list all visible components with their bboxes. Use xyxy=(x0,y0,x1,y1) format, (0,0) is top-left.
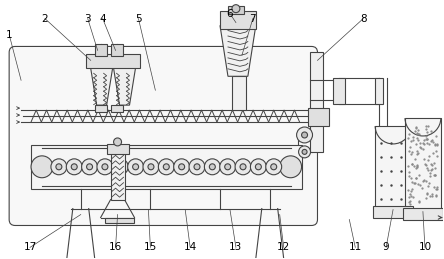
Circle shape xyxy=(220,159,236,175)
Circle shape xyxy=(280,156,301,178)
Circle shape xyxy=(143,159,159,175)
Bar xyxy=(111,45,123,56)
Bar xyxy=(375,78,383,104)
Circle shape xyxy=(159,159,174,175)
Circle shape xyxy=(189,159,205,175)
Circle shape xyxy=(178,164,185,170)
Text: 7: 7 xyxy=(250,14,256,24)
Circle shape xyxy=(163,164,169,170)
Text: 15: 15 xyxy=(144,242,157,252)
Text: 5: 5 xyxy=(135,14,142,24)
Circle shape xyxy=(117,164,123,170)
FancyBboxPatch shape xyxy=(9,46,317,226)
Circle shape xyxy=(31,156,53,178)
Circle shape xyxy=(235,159,251,175)
Circle shape xyxy=(51,159,67,175)
Bar xyxy=(403,207,443,220)
Circle shape xyxy=(255,164,262,170)
Bar xyxy=(95,105,107,112)
Circle shape xyxy=(128,159,143,175)
Bar xyxy=(333,78,345,104)
Circle shape xyxy=(271,164,277,170)
Circle shape xyxy=(56,164,62,170)
Bar xyxy=(95,45,107,56)
Circle shape xyxy=(66,159,82,175)
Bar xyxy=(309,52,323,152)
Text: 14: 14 xyxy=(183,242,197,252)
Text: 17: 17 xyxy=(24,242,37,252)
Circle shape xyxy=(232,5,240,13)
Circle shape xyxy=(240,164,246,170)
Bar xyxy=(232,76,246,110)
Bar xyxy=(111,105,123,112)
Circle shape xyxy=(250,159,266,175)
Circle shape xyxy=(210,164,215,170)
Text: 4: 4 xyxy=(99,14,106,24)
Bar xyxy=(86,54,140,68)
Circle shape xyxy=(71,164,77,170)
Circle shape xyxy=(114,138,122,146)
Circle shape xyxy=(298,146,310,158)
Text: 9: 9 xyxy=(383,242,389,252)
Polygon shape xyxy=(220,26,256,76)
Circle shape xyxy=(297,127,313,143)
Text: 13: 13 xyxy=(229,242,242,252)
Bar xyxy=(228,6,244,14)
Circle shape xyxy=(194,164,200,170)
Circle shape xyxy=(102,164,108,170)
Text: 6: 6 xyxy=(226,9,233,19)
Circle shape xyxy=(302,149,307,154)
Text: 3: 3 xyxy=(84,14,91,24)
Text: 2: 2 xyxy=(42,14,48,24)
Bar xyxy=(31,145,301,189)
Text: 12: 12 xyxy=(277,242,290,252)
Bar xyxy=(405,118,441,210)
Polygon shape xyxy=(114,68,135,105)
Text: 1: 1 xyxy=(6,30,12,40)
Polygon shape xyxy=(91,68,113,105)
Bar xyxy=(220,11,256,28)
Text: 10: 10 xyxy=(418,242,432,252)
Circle shape xyxy=(266,159,281,175)
Text: 16: 16 xyxy=(109,242,122,252)
Circle shape xyxy=(148,164,154,170)
Circle shape xyxy=(301,132,308,138)
Circle shape xyxy=(112,159,128,175)
Bar xyxy=(107,144,128,154)
Bar xyxy=(105,218,135,224)
Circle shape xyxy=(225,164,231,170)
Circle shape xyxy=(87,164,92,170)
Bar xyxy=(111,152,124,200)
Text: 8: 8 xyxy=(360,14,367,24)
Circle shape xyxy=(174,159,190,175)
Bar xyxy=(308,108,329,126)
Bar xyxy=(375,126,411,207)
Circle shape xyxy=(133,164,139,170)
Circle shape xyxy=(204,159,220,175)
Bar xyxy=(373,206,413,218)
Text: 11: 11 xyxy=(349,242,362,252)
Circle shape xyxy=(97,159,113,175)
Circle shape xyxy=(82,159,98,175)
